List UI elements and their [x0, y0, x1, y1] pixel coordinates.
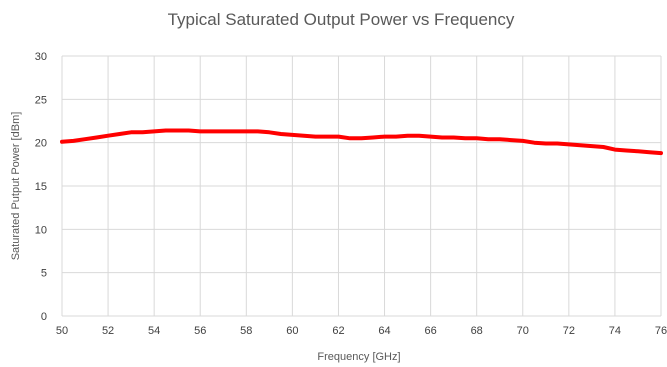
x-tick-label: 72: [563, 325, 575, 337]
y-tick-label: 15: [35, 181, 47, 193]
y-tick-label: 5: [41, 268, 47, 280]
x-tick-label: 60: [286, 325, 298, 337]
x-tick-label: 58: [240, 325, 252, 337]
x-tick-label: 74: [609, 325, 621, 337]
x-tick-label: 54: [148, 325, 160, 337]
x-tick-label: 62: [332, 325, 344, 337]
y-axis-label: Saturated Putput Power [dBm]: [10, 112, 22, 261]
x-tick-label: 66: [424, 325, 436, 337]
x-tick-label: 64: [378, 325, 390, 337]
gridlines: [61, 55, 662, 317]
x-tick-label: 70: [517, 325, 529, 337]
x-tick-label: 56: [194, 325, 206, 337]
x-tick-label: 68: [471, 325, 483, 337]
y-tick-label: 25: [35, 94, 47, 106]
y-axis-ticks: 0 5 10 15 20 25 30: [35, 51, 47, 323]
x-tick-label: 76: [655, 325, 667, 337]
x-tick-label: 50: [56, 325, 68, 337]
y-tick-label: 20: [35, 138, 47, 150]
series-group: [60, 128, 663, 156]
y-tick-label: 10: [35, 224, 47, 236]
chart-title: Typical Saturated Output Power vs Freque…: [168, 10, 515, 29]
y-tick-label: 30: [35, 51, 47, 63]
series-line: [60, 128, 663, 156]
x-tick-label: 52: [102, 325, 114, 337]
y-tick-label: 0: [41, 311, 47, 323]
x-axis-label: Frequency [GHz]: [317, 351, 400, 363]
x-axis-ticks: 50 52 54 56 58 60 62 64 66 68 70 72 74 76: [56, 325, 667, 337]
